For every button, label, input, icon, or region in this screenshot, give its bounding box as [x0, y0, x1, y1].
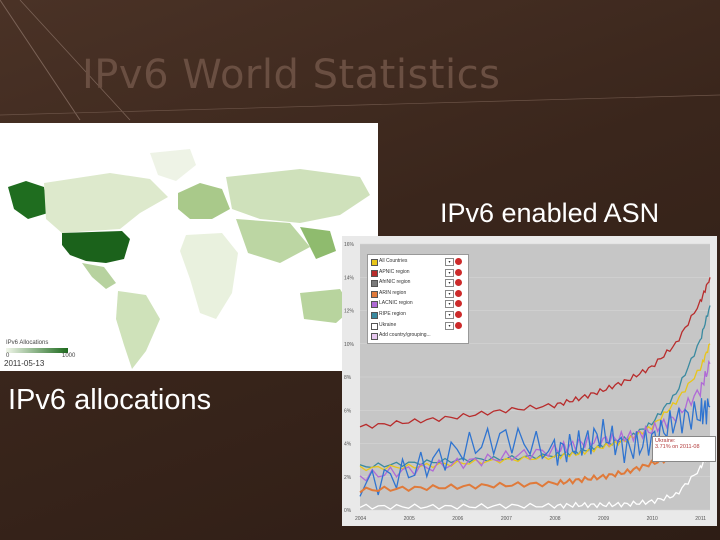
series-line-apnic-region	[359, 277, 711, 429]
caption-asn: IPv6 enabled ASN	[440, 198, 660, 228]
canada-shape	[44, 173, 168, 233]
legend-item[interactable]: RIPE region ▾	[371, 311, 465, 319]
alaska-shape	[8, 181, 48, 219]
x-tick-label: 2004	[355, 516, 366, 522]
slide-title: IPv6 World Statistics	[82, 52, 501, 98]
asia-shape	[226, 169, 370, 223]
map-date: 2011-05-13	[4, 359, 45, 368]
legend-swatch	[371, 312, 378, 319]
legend-swatch	[371, 322, 378, 330]
map-legend-max: 1000	[62, 353, 76, 359]
y-tick-label: 10%	[344, 342, 355, 348]
legend-item[interactable]: APNIC region ▾	[371, 268, 465, 277]
x-tick-label: 2006	[452, 516, 463, 522]
map-legend-min: 0	[6, 353, 10, 359]
remove-icon[interactable]	[455, 268, 462, 276]
remove-icon[interactable]	[455, 311, 462, 318]
dropdown-icon[interactable]: ▾	[445, 321, 454, 330]
x-tick-label: 2005	[404, 516, 415, 522]
legend-label: Add country/grouping...	[379, 332, 431, 339]
legend-swatch	[371, 280, 378, 288]
legend-label: APNIC region	[379, 268, 410, 275]
dropdown-icon[interactable]: ▾	[445, 268, 454, 277]
y-tick-label: 16%	[344, 242, 355, 248]
legend-item[interactable]: Ukraine ▾	[371, 321, 465, 330]
x-tick-label: 2010	[647, 516, 658, 522]
y-tick-label: 4%	[344, 442, 352, 448]
remove-icon[interactable]	[455, 279, 462, 287]
dropdown-icon[interactable]: ▾	[445, 258, 454, 266]
dropdown-icon[interactable]: ▾	[445, 289, 454, 298]
remove-icon[interactable]	[455, 258, 462, 265]
legend-swatch	[371, 333, 378, 341]
legend-item[interactable]: LACNIC region ▾	[371, 300, 465, 309]
remove-icon[interactable]	[455, 289, 462, 297]
series-line-lacnic-region	[359, 359, 711, 482]
annotation-line2: 3.71% on 2011-08	[655, 444, 700, 450]
world-map	[0, 123, 378, 371]
y-tick-label: 12%	[344, 309, 355, 315]
legend-label: Ukraine	[379, 321, 397, 328]
dropdown-icon[interactable]: ▾	[445, 300, 454, 309]
y-tick-label: 14%	[344, 275, 355, 281]
legend-label: RIPE region	[379, 311, 406, 317]
legend-item[interactable]: AfriNIC region ▾	[371, 279, 465, 288]
legend-label: LACNIC region	[379, 300, 413, 307]
y-tick-label: 2%	[344, 475, 352, 481]
legend-label: AfriNIC region	[379, 279, 411, 286]
y-tick-label: 8%	[344, 375, 352, 381]
remove-icon[interactable]	[455, 321, 462, 329]
world-map-panel: IPv6 Allocations 0 1000 2011-05-13	[0, 123, 378, 371]
south-america-shape	[116, 291, 160, 369]
x-tick-label: 2007	[501, 516, 512, 522]
legend-label: All Countries	[379, 258, 408, 264]
series-line-ripe-region	[359, 305, 711, 469]
africa-shape	[180, 233, 238, 319]
dropdown-icon[interactable]: ▾	[445, 279, 454, 288]
annotation-line1: Ukraine:	[655, 438, 676, 444]
y-tick-label: 6%	[344, 408, 352, 414]
legend-item[interactable]: Add country/grouping...	[371, 332, 465, 341]
chart-annotation: Ukraine: 3.71% on 2011-08	[652, 436, 716, 462]
x-tick-label: 2008	[549, 516, 560, 522]
series-line-afrinic-region	[359, 398, 711, 497]
legend-item[interactable]: All Countries ▾	[371, 258, 465, 266]
usa-shape	[62, 231, 130, 263]
chart-legend: All Countries ▾ APNIC region ▾ AfriNIC regio…	[367, 254, 469, 344]
remove-icon[interactable]	[455, 300, 462, 308]
legend-swatch	[371, 259, 378, 266]
caption-allocations: IPv6 allocations	[8, 384, 212, 416]
europe-shape	[178, 183, 230, 219]
map-legend-gradient	[6, 348, 68, 353]
series-line-ukraine	[359, 448, 711, 510]
legend-label: ARIN region	[379, 289, 407, 296]
legend-item[interactable]: ARIN region ▾	[371, 289, 465, 298]
legend-swatch	[371, 301, 378, 309]
map-legend-title: IPv6 Allocations	[6, 340, 49, 346]
dropdown-icon[interactable]: ▾	[445, 311, 454, 319]
asn-chart-panel: 0% 2% 4% 6% 8% 10% 12% 14% 16% 2004 2005 2006 2007 20…	[342, 236, 717, 526]
map-legend: IPv6 Allocations 0 1000	[6, 340, 75, 359]
y-tick-label: 0%	[344, 508, 352, 514]
x-tick-label: 2009	[598, 516, 609, 522]
australia-shape	[300, 289, 352, 323]
greenland-shape	[150, 149, 196, 181]
x-tick-label: 2011	[695, 516, 706, 522]
legend-swatch	[371, 290, 378, 298]
legend-swatch	[371, 269, 378, 277]
